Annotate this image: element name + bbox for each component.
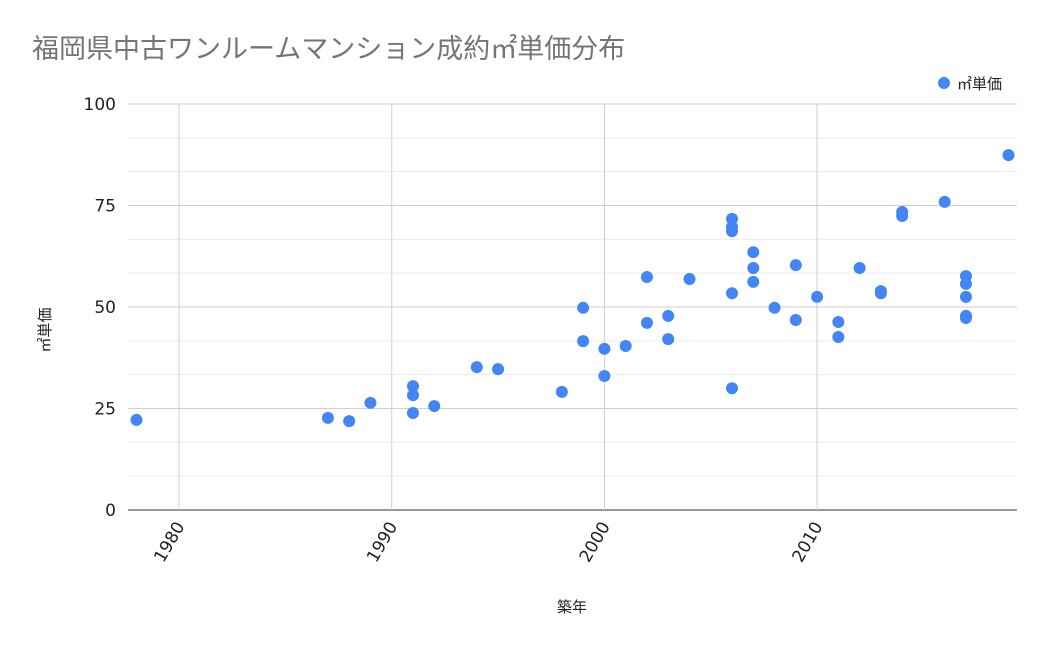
x-axis-label: 築年 [557, 598, 587, 616]
x-tick-label: 2010 [788, 519, 827, 566]
data-point [406, 389, 419, 402]
data-point [768, 301, 781, 314]
y-axis-label: ㎡単価 [36, 307, 54, 352]
data-point [406, 406, 419, 419]
data-point [598, 342, 611, 355]
y-tick-label: 75 [94, 197, 116, 217]
data-point [492, 363, 505, 376]
data-point [640, 270, 653, 283]
data-point [938, 195, 951, 208]
x-tick-label: 1980 [150, 519, 189, 566]
y-tick-label: 25 [94, 400, 116, 420]
legend: ㎡単価 [938, 75, 1002, 93]
data-point [747, 262, 760, 275]
x-tick-label: 1990 [363, 519, 402, 566]
x-tick-label: 2000 [576, 519, 615, 566]
data-point [789, 259, 802, 272]
data-point [406, 380, 419, 393]
data-point [683, 272, 696, 285]
data-point [832, 331, 845, 344]
x-axis-ticks: 1980 1990 2000 2010 [150, 519, 827, 566]
data-point [959, 311, 972, 324]
y-tick-label: 0 [105, 501, 116, 521]
data-point [874, 287, 887, 300]
data-point [577, 301, 590, 314]
data-point [470, 361, 483, 374]
data-point [959, 290, 972, 303]
data-point [555, 385, 568, 398]
grid [128, 103, 1017, 511]
data-point [640, 316, 653, 329]
data-point [1002, 149, 1015, 162]
data-point [896, 210, 909, 223]
data-point [853, 262, 866, 275]
y-axis-ticks: 0 25 50 75 100 [84, 95, 116, 521]
data-point [364, 396, 377, 409]
chart-title: 福岡県中古ワンルームマンション成約㎡単価分布 [32, 34, 625, 65]
data-points [130, 149, 1015, 428]
data-point [662, 309, 675, 322]
data-point [428, 400, 441, 413]
legend-marker [938, 77, 950, 89]
y-tick-label: 100 [84, 95, 116, 115]
data-point [959, 277, 972, 290]
data-point [619, 339, 632, 352]
data-point [747, 275, 760, 288]
data-point [662, 333, 675, 346]
data-point [747, 246, 760, 259]
data-point [577, 335, 590, 348]
data-point [130, 413, 143, 426]
data-point [832, 316, 845, 329]
data-point [321, 411, 334, 424]
legend-label: ㎡単価 [957, 75, 1002, 93]
data-point [726, 287, 739, 300]
data-point [726, 225, 739, 238]
data-point [726, 382, 739, 395]
y-tick-label: 50 [94, 298, 116, 318]
data-point [811, 290, 824, 303]
data-point [789, 313, 802, 326]
data-point [343, 415, 356, 428]
data-point [598, 370, 611, 383]
